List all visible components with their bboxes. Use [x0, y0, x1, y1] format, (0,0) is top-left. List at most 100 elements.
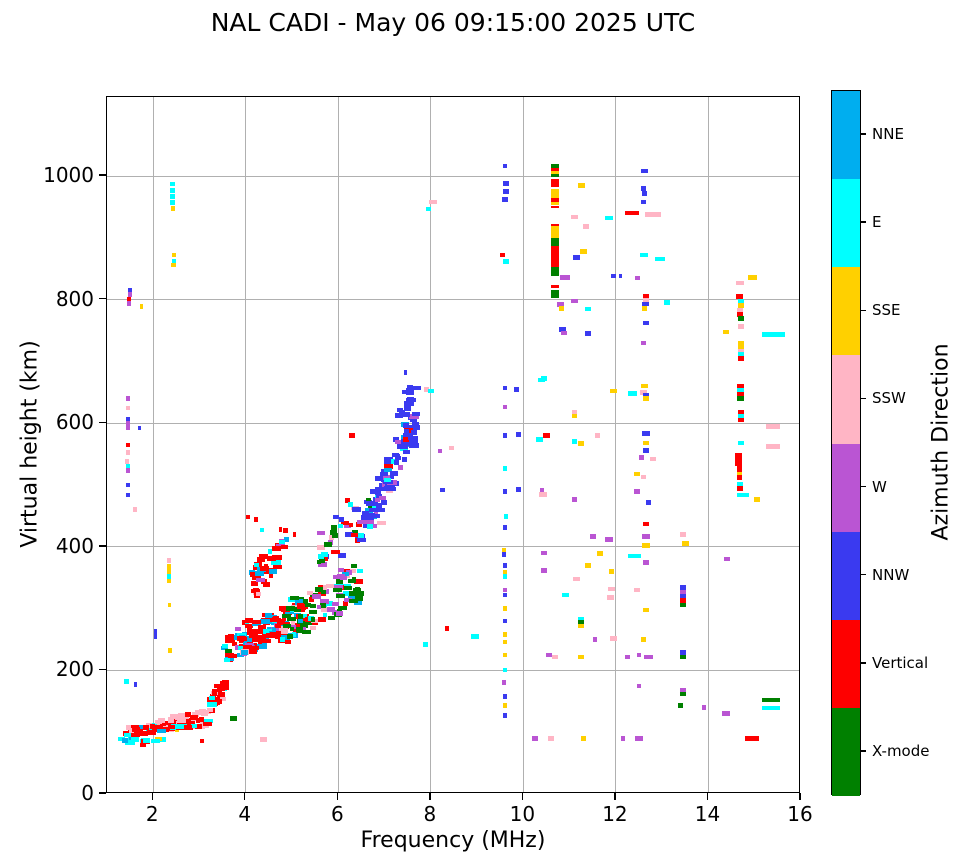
scatter-mark [297, 618, 307, 623]
x-axis-tick [151, 793, 153, 800]
scatter-mark [249, 572, 257, 577]
x-axis-tick [706, 793, 709, 800]
x-axis-tick [614, 793, 616, 800]
scatter-mark [342, 601, 349, 607]
scatter-mark [318, 558, 326, 563]
scatter-mark [448, 445, 455, 451]
colorbar-tick [861, 133, 866, 135]
scatter-mark [356, 519, 366, 525]
scatter-mark [642, 543, 650, 548]
column-segment [551, 205, 560, 209]
scatter-mark [333, 584, 344, 590]
scatter-mark [241, 650, 249, 655]
scatter-mark [151, 727, 159, 732]
scatter-mark [641, 191, 648, 196]
scatter-mark [348, 595, 355, 600]
scatter-mark [577, 623, 585, 629]
scatter-mark [251, 619, 262, 625]
scatter-mark [738, 344, 744, 350]
scatter-mark [171, 259, 177, 264]
scatter-mark [224, 657, 231, 663]
scatter-mark [571, 413, 578, 419]
scatter-mark [318, 562, 327, 567]
scatter-mark [429, 199, 437, 205]
colorbar-segment-SSW [832, 355, 860, 444]
scatter-mark [411, 421, 419, 427]
scatter-mark [546, 652, 552, 658]
scatter-mark [636, 683, 642, 689]
scatter-mark [268, 573, 274, 579]
scatter-mark [642, 320, 650, 326]
scatter-mark [579, 249, 588, 254]
scatter-mark [738, 356, 744, 361]
scatter-mark [145, 723, 153, 728]
scatter-mark [125, 463, 130, 469]
scatter-mark [571, 439, 578, 445]
scatter-mark [231, 641, 238, 647]
scatter-mark [273, 616, 280, 621]
scatter-mark [736, 294, 744, 299]
scatter-mark [125, 405, 130, 411]
colorbar-category-label: X-mode [872, 741, 930, 760]
scatter-mark [264, 613, 273, 618]
scatter-mark [407, 424, 413, 430]
colorbar-segment-V [832, 619, 860, 708]
scatter-mark [316, 530, 325, 536]
scatter-mark [373, 507, 384, 513]
scatter-mark [132, 732, 140, 738]
scatter-mark [294, 598, 303, 604]
column-segment [551, 164, 560, 169]
scatter-mark [349, 433, 355, 438]
scatter-mark [259, 527, 265, 533]
scatter-mark [168, 717, 173, 722]
scatter-mark [274, 634, 281, 639]
scatter-mark [425, 206, 432, 212]
scatter-mark [594, 433, 601, 438]
scatter-mark [642, 521, 650, 527]
scatter-mark [336, 578, 343, 584]
scatter-mark [409, 425, 420, 431]
column-segment [551, 266, 560, 277]
scatter-mark [643, 393, 649, 398]
colorbar [831, 90, 861, 796]
colorbar-tick [861, 662, 866, 664]
scatter-mark [256, 557, 266, 562]
scatter-mark [304, 617, 312, 622]
scatter-mark [680, 654, 686, 660]
scatter-mark [225, 648, 232, 654]
scatter-mark [387, 486, 397, 492]
scatter-mark [212, 699, 223, 705]
scatter-mark [548, 736, 554, 741]
scatter-mark [139, 742, 147, 748]
scatter-mark [140, 731, 149, 736]
scatter-mark [224, 638, 233, 644]
scatter-mark [170, 205, 176, 211]
scatter-mark [138, 724, 145, 730]
scatter-mark [642, 534, 650, 539]
scatter-mark [411, 411, 420, 417]
scatter-mark [570, 214, 578, 220]
scatter-mark [592, 637, 598, 642]
scatter-mark [234, 633, 239, 638]
scatter-mark [680, 585, 686, 590]
x-tick-label: 10 [509, 802, 536, 826]
scatter-mark [320, 598, 330, 604]
scatter-mark [680, 650, 686, 655]
scatter-mark [373, 489, 382, 495]
scatter-mark [255, 571, 265, 576]
scatter-mark [335, 611, 344, 616]
scatter-mark [401, 457, 408, 463]
scatter-mark [403, 436, 409, 442]
scatter-mark [366, 497, 371, 503]
scatter-mark [289, 626, 295, 632]
scatter-mark [402, 389, 409, 395]
x-tick-label: 4 [238, 802, 252, 826]
scatter-mark [503, 514, 509, 519]
scatter-mark [573, 255, 581, 260]
scatter-mark [396, 444, 406, 449]
scatter-mark [167, 558, 171, 563]
scatter-mark [643, 396, 649, 401]
gridline-x [615, 97, 617, 792]
scatter-mark [679, 532, 687, 537]
scatter-mark [734, 461, 743, 466]
